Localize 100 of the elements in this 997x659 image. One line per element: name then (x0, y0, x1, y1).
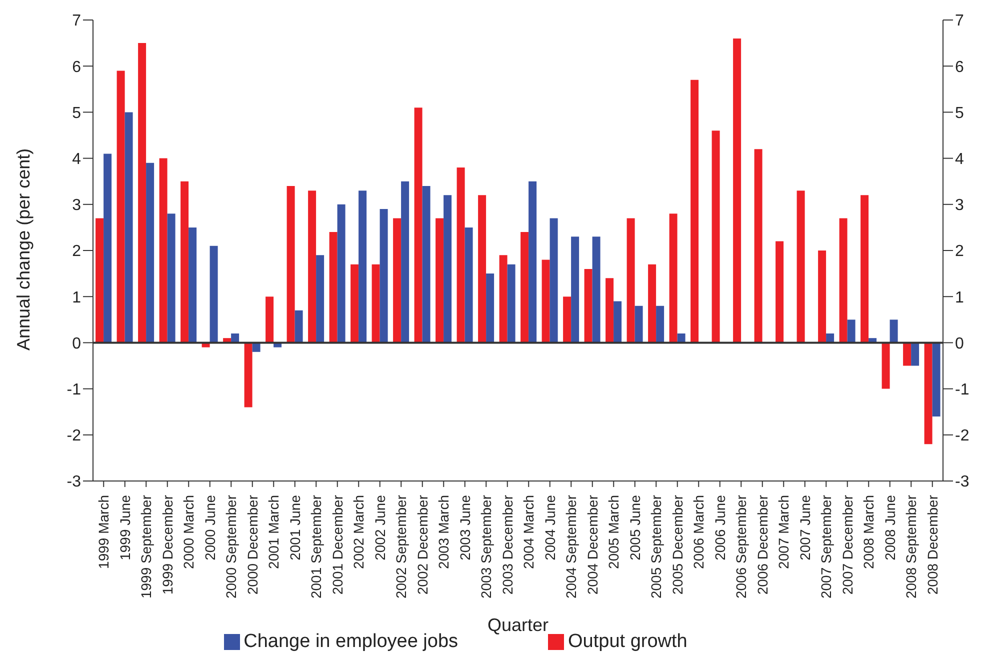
x-tick-label: 2002 December (414, 494, 430, 595)
x-tick-label: 2000 September (223, 494, 240, 599)
y2-tick-label: 1 (955, 289, 964, 306)
x-tick-label: 2003 December (499, 494, 516, 595)
x-tick-label: 2005 June (626, 494, 643, 560)
x-tick-label: 2002 June (372, 494, 388, 560)
y2-tick-label: 7 (955, 12, 964, 30)
bar (924, 342, 932, 444)
bar (932, 342, 940, 416)
y2-tick-label: 4 (955, 150, 964, 168)
bar (444, 195, 452, 343)
bar (104, 154, 112, 343)
x-tick-label: 2007 March (776, 495, 792, 569)
y-tick-label: 2 (72, 243, 82, 260)
x-tick-label: 2001 June (286, 494, 303, 560)
x-tick-label: 2008 March (860, 495, 877, 569)
y-tick-label: -1 (66, 381, 82, 398)
x-tick-label: 2006 September (733, 494, 750, 599)
bar (244, 342, 252, 408)
bar (634, 306, 643, 343)
bar (210, 246, 218, 343)
bar (520, 232, 529, 343)
x-tick-label: 2001 September (308, 494, 324, 599)
bar (839, 218, 848, 343)
x-tick-label: 1999 September (138, 494, 154, 599)
y-tick-label: 0 (72, 335, 82, 352)
bar (818, 250, 826, 343)
bar (606, 278, 614, 343)
x-tick-label: 2006 June (712, 494, 728, 560)
y-tick-label: 4 (72, 150, 82, 168)
bar (96, 218, 104, 343)
x-tick-label: 2005 March (606, 495, 622, 569)
bar (733, 38, 742, 343)
bar (167, 214, 176, 343)
bar (656, 306, 664, 343)
bar (563, 296, 572, 343)
x-tick-label: 2000 December (244, 494, 260, 595)
x-tick-label: 2004 September (563, 494, 580, 599)
bar (584, 268, 592, 343)
bar (712, 130, 720, 343)
bar (286, 186, 295, 343)
x-tick-label: 2007 September (818, 494, 834, 599)
x-tick-label: 2008 December (924, 494, 940, 595)
bar (911, 342, 920, 366)
y2-tick-label: 5 (955, 104, 964, 122)
bar (614, 301, 622, 343)
x-tick-label: 1999 June (116, 494, 133, 560)
bar (401, 181, 410, 343)
x-tick-label: 2007 June (796, 494, 813, 560)
x-tick-label: 2001 December (329, 494, 346, 595)
bar (180, 181, 189, 343)
bar (796, 190, 805, 343)
bar (188, 227, 197, 343)
bar (414, 108, 422, 343)
bar (124, 112, 133, 343)
bar (308, 190, 316, 343)
bar (159, 158, 168, 343)
bar (592, 236, 600, 343)
x-tick-label: 2002 September (393, 494, 410, 599)
bar (550, 218, 558, 343)
x-tick-label: 2003 March (436, 495, 452, 569)
bar (329, 232, 338, 343)
bar (337, 204, 346, 343)
bar (571, 236, 580, 343)
x-tick-label: 2005 December (669, 494, 686, 595)
bar (436, 218, 444, 343)
bar (146, 162, 154, 343)
x-tick-label: 2004 March (520, 495, 537, 569)
y2-tick-label: -2 (955, 428, 970, 445)
bar (669, 214, 678, 343)
bar (422, 186, 430, 343)
bar (528, 181, 537, 343)
bar (266, 296, 274, 343)
bar (890, 320, 898, 343)
bar (380, 209, 388, 343)
y-tick-label: 5 (72, 104, 82, 122)
bar (542, 260, 550, 343)
y-axis-title: Annual change (per cent) (13, 148, 34, 350)
bar (690, 80, 699, 343)
x-tick-label: 2004 December (584, 494, 600, 595)
bar (776, 241, 784, 343)
x-tick-label: 2004 June (542, 494, 558, 560)
bar (138, 43, 146, 343)
x-tick-label: 1999 December (159, 494, 176, 595)
bar (754, 149, 762, 343)
bar (648, 264, 656, 343)
y-tick-label: -3 (66, 474, 82, 491)
bar (350, 264, 359, 343)
bar (499, 255, 508, 343)
bar (464, 227, 473, 343)
y-tick-label: -2 (66, 428, 82, 445)
bar (316, 255, 324, 343)
x-tick-label: 2007 December (839, 494, 856, 595)
bar (294, 310, 303, 343)
bar (626, 218, 635, 343)
y2-tick-label: 2 (955, 243, 964, 260)
x-tick-label: 2006 December (754, 494, 770, 595)
y2-tick-label: 0 (955, 335, 964, 352)
x-tick-label: 2000 June (202, 494, 218, 560)
y2-tick-label: 6 (955, 58, 964, 76)
